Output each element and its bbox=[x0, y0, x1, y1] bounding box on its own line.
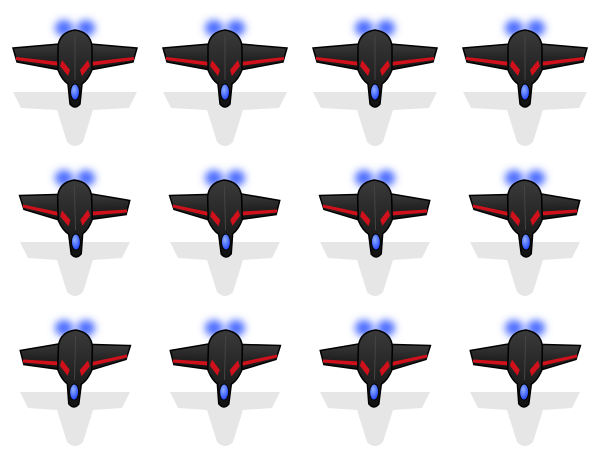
shadow-icon bbox=[313, 92, 437, 146]
sprite-frame-11 bbox=[300, 300, 450, 450]
shadow-icon bbox=[20, 392, 130, 446]
sprite-frame-1 bbox=[0, 0, 150, 150]
shadow-icon bbox=[163, 92, 287, 146]
spaceship-icon bbox=[18, 170, 131, 296]
sprite-frame-10 bbox=[150, 300, 300, 450]
shadow-icon bbox=[320, 392, 430, 446]
spaceship-icon bbox=[12, 20, 138, 146]
shadow-icon bbox=[13, 92, 137, 146]
shadow-icon bbox=[170, 392, 280, 446]
shadow-icon bbox=[170, 242, 280, 296]
sprite-frame-7 bbox=[300, 150, 450, 300]
sprite-frame-4 bbox=[450, 0, 600, 150]
spaceship-icon bbox=[312, 20, 438, 146]
shadow-icon bbox=[470, 392, 580, 446]
shadow-icon bbox=[463, 92, 587, 146]
sprite-frame-3 bbox=[300, 0, 450, 150]
spaceship-icon bbox=[168, 170, 281, 296]
sprite-frame-8 bbox=[450, 150, 600, 300]
spaceship-icon bbox=[468, 170, 581, 296]
spaceship-icon bbox=[462, 20, 588, 146]
sprite-frame-9 bbox=[0, 300, 150, 450]
sprite-frame-5 bbox=[0, 150, 150, 300]
spaceship-icon bbox=[162, 20, 288, 146]
spaceship-icon bbox=[318, 170, 431, 296]
shadow-icon bbox=[320, 242, 430, 296]
shadow-icon bbox=[470, 242, 580, 296]
spaceship-icon bbox=[319, 320, 432, 446]
shadow-icon bbox=[20, 242, 130, 296]
spaceship-icon bbox=[19, 320, 132, 446]
sprite-frame-12 bbox=[450, 300, 600, 450]
spaceship-icon bbox=[469, 320, 582, 446]
sprite-frame-2 bbox=[150, 0, 300, 150]
spaceship-icon bbox=[169, 320, 282, 446]
sprite-frame-6 bbox=[150, 150, 300, 300]
